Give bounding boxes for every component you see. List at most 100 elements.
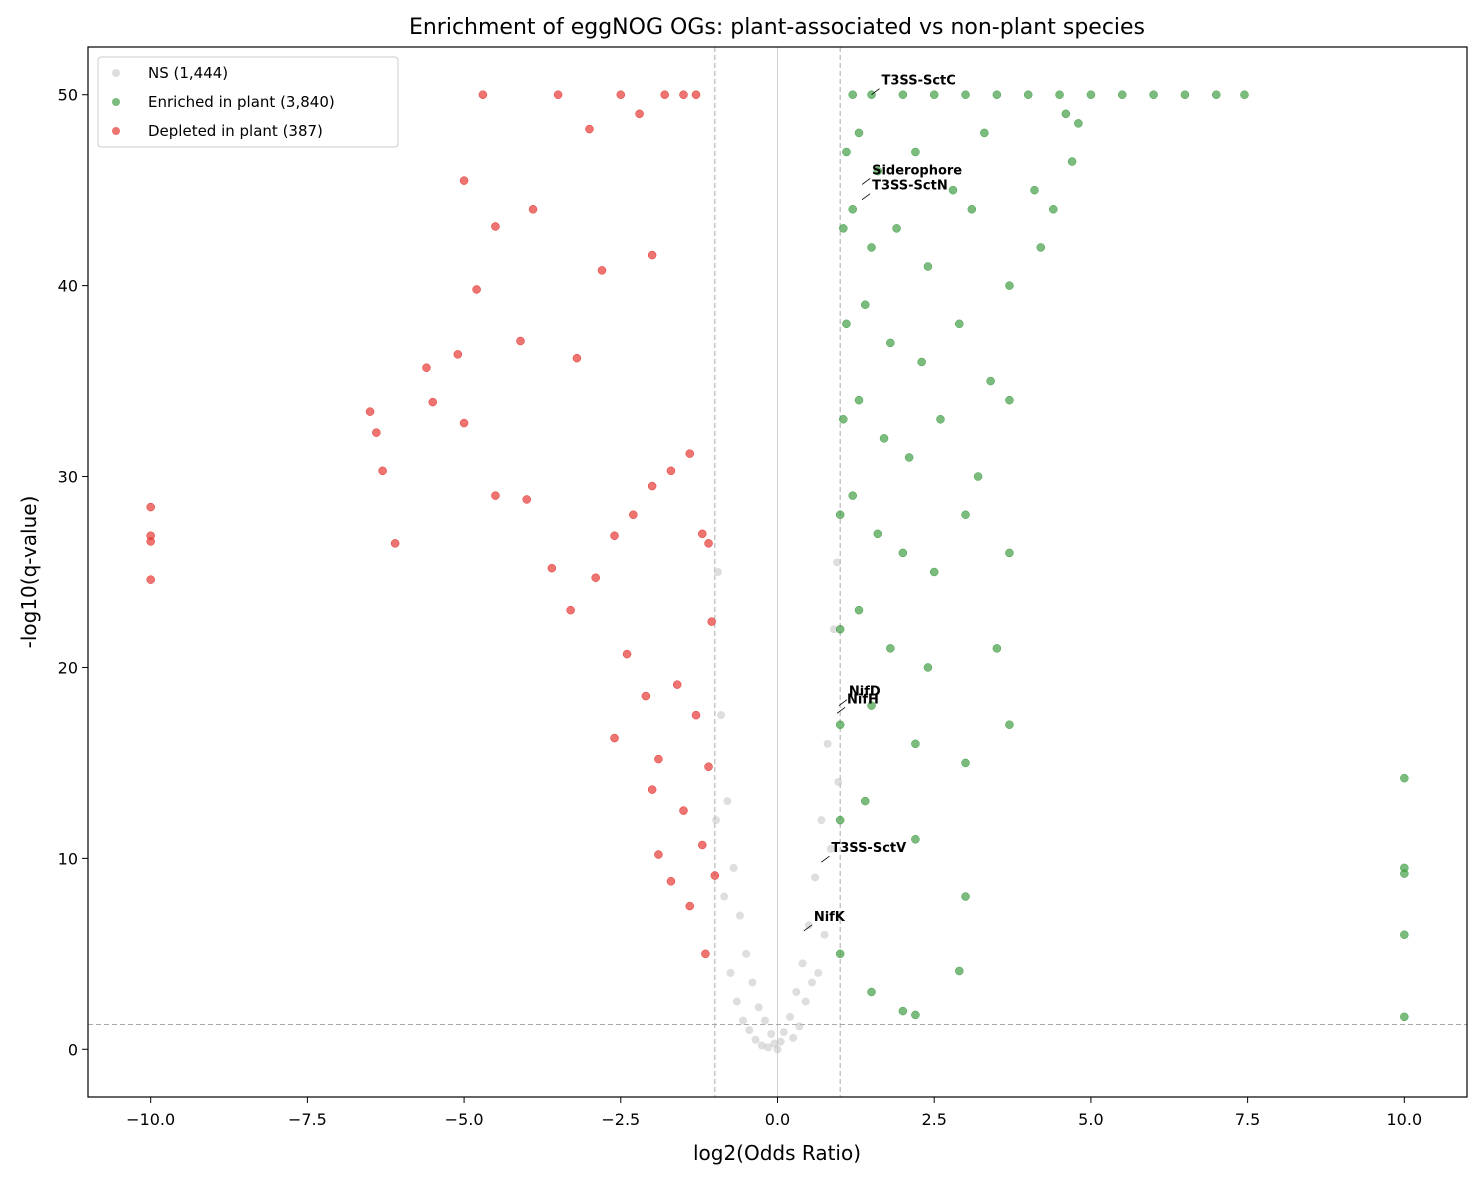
point bbox=[898, 548, 908, 558]
point bbox=[566, 605, 575, 615]
point bbox=[710, 871, 720, 880]
annotation-arrow bbox=[861, 193, 871, 201]
point bbox=[980, 128, 989, 138]
point bbox=[992, 644, 1002, 653]
annotation-arrow bbox=[861, 178, 871, 185]
point bbox=[779, 1028, 788, 1037]
point bbox=[834, 778, 843, 786]
annotation-arrow bbox=[871, 88, 880, 96]
legend-label: Enriched in plant (3,840) bbox=[148, 93, 335, 111]
y-tick-label: 30 bbox=[58, 468, 78, 487]
point bbox=[1400, 869, 1409, 878]
point bbox=[729, 863, 738, 872]
annotation: NifK bbox=[814, 910, 846, 925]
annotation: Siderophore bbox=[872, 163, 962, 178]
x-tick-label: −7.5 bbox=[288, 1110, 327, 1129]
point bbox=[701, 949, 710, 959]
point bbox=[795, 1022, 804, 1031]
point bbox=[146, 537, 155, 546]
point bbox=[1005, 395, 1014, 405]
x-tick-label: −10.0 bbox=[126, 1110, 175, 1129]
point bbox=[829, 625, 838, 634]
annotation: T3SS-SctC bbox=[882, 74, 956, 89]
point bbox=[610, 733, 619, 743]
point bbox=[547, 563, 557, 573]
point bbox=[835, 949, 845, 959]
point bbox=[610, 531, 619, 540]
point bbox=[923, 262, 933, 271]
point bbox=[1118, 90, 1127, 99]
point bbox=[992, 90, 1002, 99]
point bbox=[751, 1035, 760, 1044]
point bbox=[835, 510, 845, 519]
point bbox=[491, 222, 500, 231]
point bbox=[635, 109, 644, 119]
point bbox=[666, 466, 676, 476]
point bbox=[835, 720, 845, 729]
point bbox=[666, 877, 676, 886]
y-tick-label: 0 bbox=[68, 1040, 78, 1059]
point bbox=[886, 644, 895, 653]
point bbox=[792, 988, 801, 996]
point bbox=[867, 701, 876, 710]
point bbox=[820, 930, 829, 939]
point bbox=[911, 835, 920, 844]
point bbox=[717, 711, 726, 720]
point bbox=[923, 663, 933, 672]
point bbox=[798, 959, 807, 968]
point bbox=[760, 1016, 769, 1025]
point bbox=[823, 739, 832, 748]
point bbox=[647, 481, 657, 491]
point bbox=[1023, 90, 1033, 99]
point bbox=[848, 491, 857, 500]
point bbox=[911, 1010, 920, 1020]
point bbox=[372, 428, 381, 437]
point bbox=[948, 185, 958, 195]
point bbox=[654, 754, 663, 764]
x-tick-label: 5.0 bbox=[1078, 1110, 1103, 1129]
point bbox=[739, 1016, 748, 1025]
point bbox=[698, 529, 707, 539]
x-tick-label: 10.0 bbox=[1387, 1110, 1423, 1129]
point bbox=[647, 785, 657, 794]
x-tick-label: −5.0 bbox=[445, 1110, 484, 1129]
point bbox=[748, 978, 757, 987]
point bbox=[654, 850, 663, 859]
annotation: NifH bbox=[847, 692, 879, 707]
point bbox=[660, 90, 669, 99]
point bbox=[390, 539, 400, 548]
point bbox=[898, 90, 908, 99]
point bbox=[833, 558, 842, 567]
point bbox=[745, 1026, 754, 1035]
y-tick-label: 10 bbox=[58, 849, 78, 868]
point bbox=[428, 397, 437, 407]
point bbox=[861, 796, 870, 806]
point bbox=[713, 568, 722, 576]
point bbox=[848, 90, 857, 99]
point bbox=[807, 978, 816, 987]
point bbox=[767, 1030, 776, 1038]
point bbox=[1005, 548, 1014, 558]
point bbox=[591, 573, 600, 582]
legend-marker bbox=[112, 69, 120, 77]
point bbox=[776, 1037, 785, 1046]
point bbox=[904, 453, 914, 462]
point bbox=[961, 510, 970, 519]
legend-marker bbox=[112, 127, 120, 135]
point bbox=[854, 128, 864, 138]
point bbox=[459, 176, 469, 185]
point bbox=[698, 840, 707, 850]
point bbox=[861, 300, 870, 309]
point bbox=[378, 466, 387, 476]
point bbox=[1212, 90, 1221, 99]
legend-label: NS (1,444) bbox=[148, 64, 228, 82]
annotation: T3SS-SctV bbox=[831, 841, 906, 856]
point bbox=[986, 376, 995, 386]
point bbox=[955, 966, 964, 976]
point bbox=[873, 166, 883, 176]
point bbox=[839, 224, 848, 233]
annotation-arrow bbox=[803, 924, 813, 932]
point bbox=[572, 353, 582, 363]
point bbox=[1086, 90, 1096, 99]
